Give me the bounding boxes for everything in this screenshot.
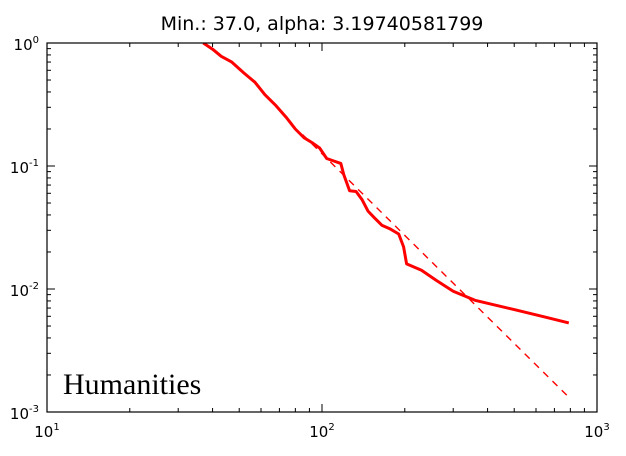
x-axis: 101 102 103 <box>34 43 610 441</box>
chart-title: Min.: 37.0, alpha: 3.19740581799 <box>161 13 484 35</box>
x-tick-label: 101 <box>34 422 59 441</box>
y-tick-label: 100 <box>14 35 39 54</box>
y-tick-label: 10-3 <box>10 404 39 423</box>
y-axis: 100 10-1 10-2 10-3 <box>10 35 597 423</box>
plot-area-group <box>202 43 570 398</box>
series-fit-line <box>302 134 570 398</box>
series-layer <box>202 43 570 398</box>
series-data-line <box>202 43 570 325</box>
x-tick-label: 103 <box>584 422 609 441</box>
plot-frame <box>46 42 598 413</box>
x-tick-label: 102 <box>309 422 334 441</box>
plot-annotation: Humanities <box>63 368 201 401</box>
y-tick-label: 10-1 <box>10 158 39 177</box>
y-tick-label: 10-2 <box>10 281 39 300</box>
